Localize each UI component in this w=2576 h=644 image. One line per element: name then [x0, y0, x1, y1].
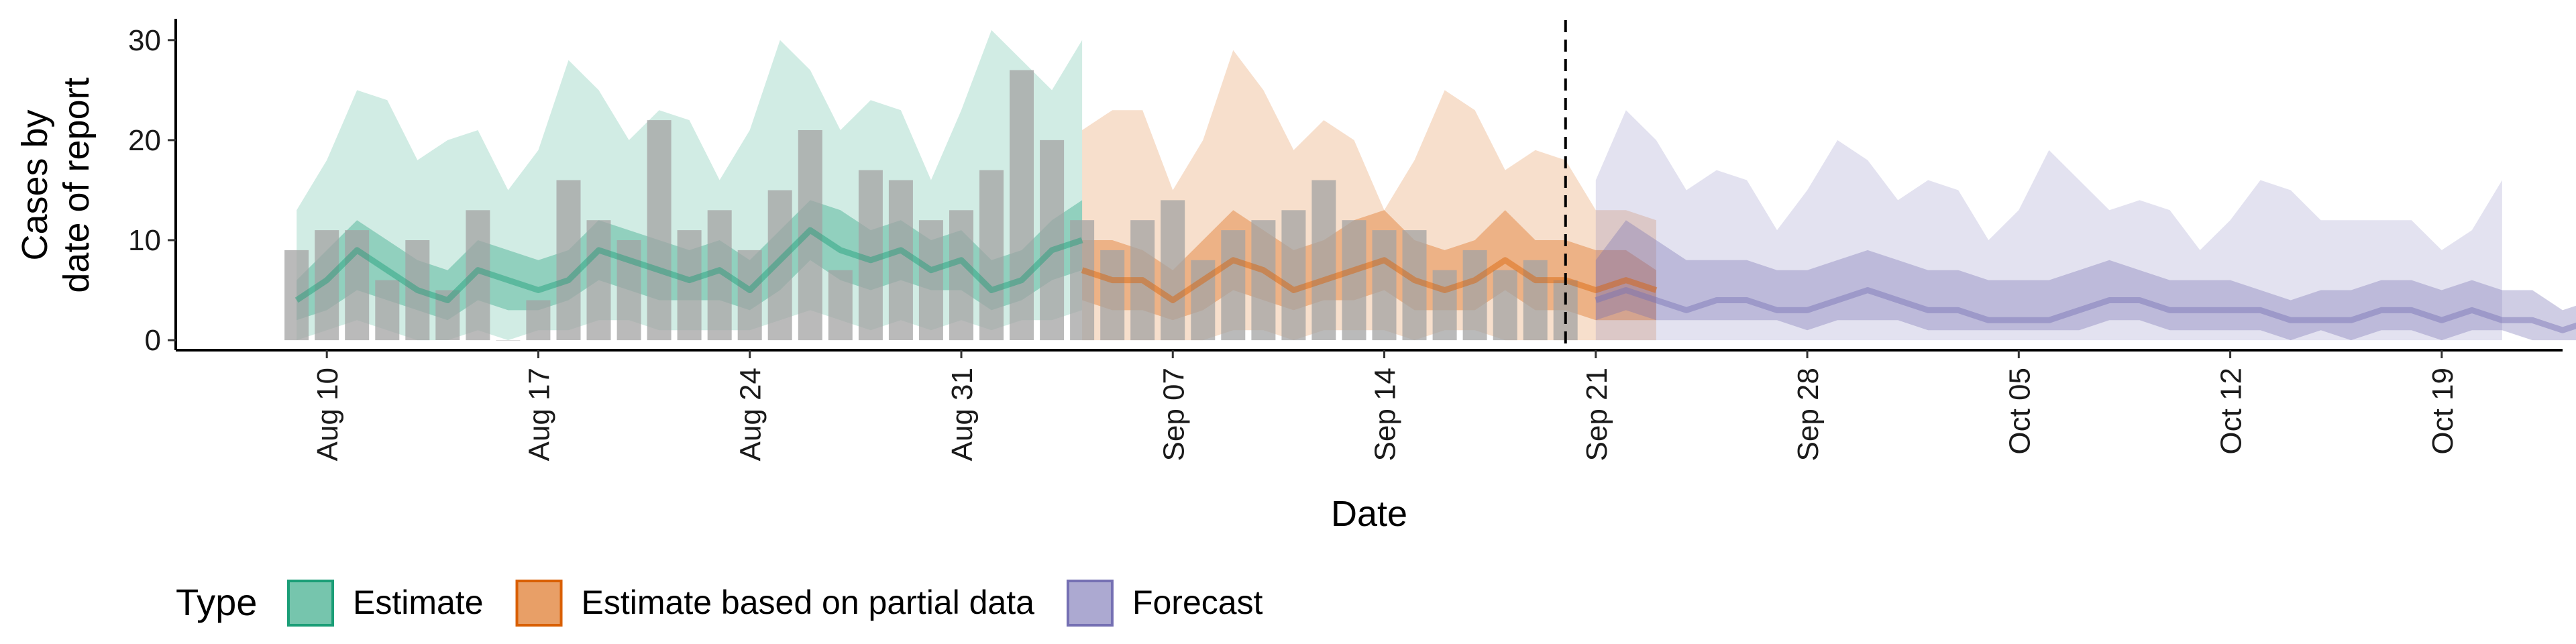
case-bar — [1402, 230, 1427, 341]
legend-title: Type — [176, 581, 257, 623]
case-bar — [677, 230, 702, 341]
y-axis-title-text: Cases bydate of report — [15, 77, 97, 292]
legend-swatch-0 — [287, 580, 334, 627]
case-bar — [1342, 220, 1366, 341]
case-bar — [707, 210, 732, 341]
case-bar — [315, 230, 339, 341]
case-bar — [496, 340, 521, 341]
case-bar — [526, 300, 551, 341]
case-bar — [1221, 230, 1246, 341]
median-line-1 — [1081, 257, 1658, 303]
case-bar — [345, 230, 370, 341]
case-bar — [1070, 220, 1095, 341]
case-bar — [858, 170, 883, 341]
case-bar — [1311, 180, 1336, 340]
y-tick-label: 20 — [128, 124, 161, 157]
x-axis-title: Date — [1331, 494, 1407, 534]
case-bar — [616, 240, 641, 341]
x-tick-label: Oct 12 — [2215, 368, 2248, 455]
case-bar — [1493, 270, 1517, 341]
case-bar — [1191, 260, 1216, 341]
case-bar — [586, 220, 611, 341]
case-bar — [1553, 280, 1578, 341]
case-bar — [979, 170, 1004, 341]
x-tick-label: Aug 17 — [523, 368, 555, 461]
case-bar — [1462, 250, 1487, 341]
x-tick-label: Sep 28 — [1792, 368, 1825, 461]
y-tick-label: 0 — [145, 324, 161, 357]
y-tick-label: 10 — [128, 224, 161, 257]
legend-label-1: Estimate based on partial data — [582, 584, 1035, 621]
legend-label-0: Estimate — [353, 584, 484, 621]
case-bar — [828, 270, 853, 341]
x-tick-label: Oct 05 — [2003, 368, 2036, 455]
y-axis-title-line: Cases by — [15, 109, 55, 260]
case-bar — [949, 210, 973, 341]
x-tick-label: Oct 19 — [2426, 368, 2459, 455]
case-bar — [737, 250, 762, 341]
case-bar — [767, 190, 792, 341]
legend-swatch-2 — [1066, 580, 1114, 627]
x-tick-label: Sep 14 — [1369, 368, 1402, 461]
case-bar — [556, 180, 581, 340]
case-bar — [1010, 70, 1034, 340]
case-bar — [798, 130, 822, 341]
x-tick-label: Aug 24 — [735, 368, 767, 461]
axes: 0 10 20 30 Aug 10 Aug 17 Aug 24 Aug 31 Sep 07 Sep… — [15, 19, 2563, 534]
case-bar — [888, 180, 913, 340]
case-bar — [284, 250, 309, 341]
legend: Type Estimate Estimate based on partial da… — [176, 580, 1263, 627]
ci50-band-2 — [1595, 220, 2576, 341]
case-bar — [1040, 140, 1065, 341]
reported-case-bars — [284, 70, 1578, 341]
y-tick-label: 30 — [128, 24, 161, 57]
case-bar — [647, 120, 672, 341]
case-bar — [405, 240, 430, 341]
median-lines — [294, 227, 2576, 333]
x-tick-label: Sep 07 — [1157, 368, 1190, 461]
x-tick-label: Aug 10 — [311, 368, 344, 461]
case-bar — [1130, 220, 1155, 341]
x-tick-label: Aug 31 — [946, 368, 979, 461]
case-bar — [918, 220, 943, 341]
case-bar — [1281, 210, 1306, 341]
median-line-2 — [1595, 287, 2576, 333]
case-bar — [1251, 220, 1276, 341]
y-axis-title: Cases bydate of report — [15, 77, 97, 292]
case-bar — [375, 280, 400, 341]
case-bar — [435, 290, 460, 340]
case-bar — [1100, 250, 1125, 341]
ci90-band-0 — [297, 30, 1083, 341]
legend-label-2: Forecast — [1132, 584, 1263, 621]
median-line-0 — [294, 227, 1083, 303]
case-bar — [1161, 200, 1185, 341]
ci90-band-2 — [1595, 110, 2502, 341]
case-bar — [1432, 270, 1457, 341]
x-tick-label: Sep 21 — [1580, 368, 1613, 461]
case-bar — [1372, 230, 1397, 341]
legend-swatch-1 — [515, 580, 563, 627]
case-bar — [466, 210, 490, 341]
case-bar — [1523, 260, 1548, 341]
y-axis-title-line: date of report — [56, 77, 97, 292]
